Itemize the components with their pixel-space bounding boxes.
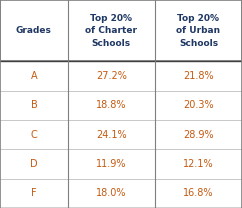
Text: D: D	[30, 159, 38, 169]
Bar	[68, 120, 155, 149]
Bar	[155, 179, 242, 208]
Bar	[0, 149, 68, 179]
Text: B: B	[30, 100, 37, 110]
Bar	[0, 91, 68, 120]
Bar	[68, 91, 155, 120]
Text: 18.8%: 18.8%	[96, 100, 127, 110]
Bar	[0, 0, 242, 61]
Bar	[155, 0, 242, 61]
Text: 16.8%: 16.8%	[183, 188, 214, 198]
Bar	[0, 61, 68, 91]
Bar	[68, 179, 155, 208]
Text: 20.3%: 20.3%	[183, 100, 214, 110]
Text: 12.1%: 12.1%	[183, 159, 214, 169]
Bar	[0, 120, 68, 149]
Text: F: F	[31, 188, 37, 198]
Text: 24.1%: 24.1%	[96, 130, 127, 140]
Bar	[68, 149, 155, 179]
Text: 11.9%: 11.9%	[96, 159, 127, 169]
Bar	[68, 0, 155, 61]
Bar	[155, 149, 242, 179]
Text: Top 20%
of Urban
Schools: Top 20% of Urban Schools	[176, 14, 220, 48]
Text: Grades: Grades	[16, 26, 52, 35]
Text: C: C	[30, 130, 37, 140]
Text: 28.9%: 28.9%	[183, 130, 214, 140]
Bar	[155, 61, 242, 91]
Text: 18.0%: 18.0%	[96, 188, 127, 198]
Bar	[155, 91, 242, 120]
Text: A: A	[30, 71, 37, 81]
Text: 21.8%: 21.8%	[183, 71, 214, 81]
Text: 27.2%: 27.2%	[96, 71, 127, 81]
Bar	[68, 61, 155, 91]
Bar	[155, 120, 242, 149]
Bar	[0, 179, 68, 208]
Bar	[0, 0, 68, 61]
Text: Top 20%
of Charter
Schools: Top 20% of Charter Schools	[85, 14, 137, 48]
